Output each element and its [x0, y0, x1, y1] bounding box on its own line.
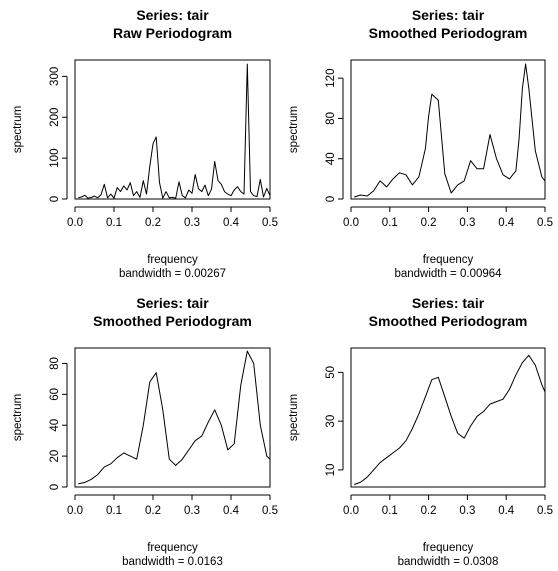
x-axis-label: frequency — [147, 542, 198, 554]
x-tick-label: 0.5 — [262, 505, 278, 517]
y-tick-label: 0 — [49, 484, 61, 490]
x-tick-label: 0.4 — [498, 217, 515, 229]
panel-2: Series: tair Smoothed Periodogram 0.0 0.1 0.… — [288, 7, 553, 280]
bandwidth-label: bandwidth = 0.0308 — [398, 556, 499, 568]
chart-title: Series: tair — [412, 7, 485, 23]
spectrum-line — [354, 354, 546, 486]
x-axis-label: frequency — [147, 254, 198, 266]
x-tick-label: 0.0 — [67, 505, 83, 517]
plot-frame — [74, 347, 271, 488]
x-tick-label: 0.3 — [459, 217, 475, 229]
bandwidth-label: bandwidth = 0.00964 — [394, 268, 502, 280]
x-tick-label: 0.2 — [421, 217, 437, 229]
y-tick-label: 0 — [49, 196, 61, 202]
x-tick-label: 0.4 — [498, 505, 515, 517]
x-tick-label: 0.5 — [262, 217, 278, 229]
y-tick-label: 40 — [49, 419, 61, 432]
chart-subtitle: Smoothed Periodogram — [369, 25, 528, 41]
y-tick-label: 200 — [49, 108, 61, 127]
y-axis-label: spectrum — [12, 106, 24, 153]
x-tick-label: 0.0 — [343, 505, 359, 517]
panel-1: Series: tair Raw Periodogram 0.0 0.1 0.2 0.3 0… — [12, 7, 278, 280]
x-tick-label: 0.1 — [382, 505, 398, 517]
bandwidth-label: bandwidth = 0.0163 — [122, 556, 223, 568]
x-tick-label: 0.4 — [223, 505, 240, 517]
x-tick-label: 0.1 — [106, 505, 122, 517]
y-axis-label: spectrum — [288, 394, 300, 441]
x-tick-label: 0.5 — [537, 217, 553, 229]
x-tick-label: 0.1 — [382, 217, 398, 229]
y-tick-label: 80 — [325, 112, 337, 125]
y-tick-label: 100 — [49, 149, 61, 168]
x-axis-label: frequency — [423, 542, 474, 554]
spectrum-line — [78, 63, 271, 199]
bandwidth-label: bandwidth = 0.00267 — [119, 268, 226, 280]
plot-frame — [350, 347, 546, 488]
y-axis-label: spectrum — [288, 106, 300, 153]
y-tick-label: 0 — [325, 196, 337, 202]
x-tick-label: 0.2 — [145, 217, 161, 229]
chart-title: Series: tair — [136, 7, 209, 23]
x-tick-label: 0.0 — [67, 217, 83, 229]
chart-subtitle: Smoothed Periodogram — [369, 313, 528, 329]
x-tick-label: 0.4 — [223, 217, 240, 229]
plot-frame — [74, 59, 271, 200]
x-tick-label: 0.2 — [145, 505, 161, 517]
chart-subtitle: Smoothed Periodogram — [93, 313, 252, 329]
panel-3: Series: tair Smoothed Periodogram 0.0 0.1 0.… — [12, 295, 278, 568]
panel-4: Series: tair Smoothed Periodogram 0.0 0.1 0.… — [288, 295, 553, 568]
x-tick-label: 0.3 — [184, 217, 200, 229]
spectrum-line — [78, 350, 271, 485]
x-tick-label: 0.3 — [184, 505, 200, 517]
y-tick-label: 40 — [325, 152, 337, 165]
y-tick-label: 60 — [49, 388, 61, 401]
x-tick-label: 0.0 — [343, 217, 359, 229]
chart-subtitle: Raw Periodogram — [113, 25, 232, 41]
chart-title: Series: tair — [136, 295, 209, 311]
y-axis-label: spectrum — [12, 394, 24, 441]
y-tick-label: 120 — [325, 69, 337, 88]
plot-frame — [350, 59, 546, 200]
x-tick-label: 0.5 — [537, 505, 553, 517]
x-tick-label: 0.1 — [106, 217, 122, 229]
y-tick-label: 10 — [325, 464, 337, 477]
x-tick-label: 0.2 — [421, 505, 437, 517]
x-axis-label: frequency — [423, 254, 474, 266]
spectrum-line — [354, 63, 546, 198]
chart-title: Series: tair — [412, 295, 485, 311]
y-tick-label: 20 — [49, 450, 61, 463]
y-tick-label: 50 — [325, 366, 337, 379]
y-tick-label: 300 — [49, 67, 61, 86]
x-tick-label: 0.3 — [459, 505, 475, 517]
y-tick-label: 80 — [49, 357, 61, 370]
y-tick-label: 30 — [325, 415, 337, 428]
